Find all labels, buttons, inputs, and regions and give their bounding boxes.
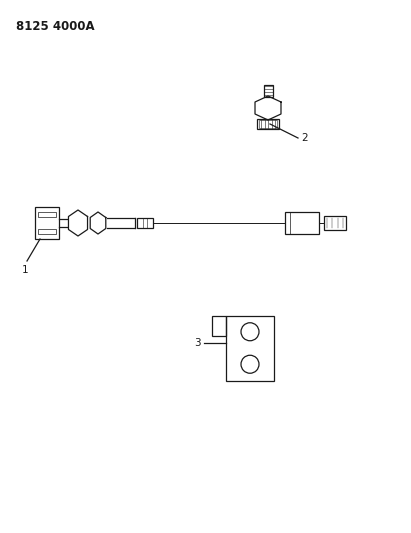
Text: 1: 1 <box>22 265 28 275</box>
Bar <box>263 85 272 97</box>
Bar <box>35 207 59 239</box>
Bar <box>137 218 153 228</box>
Bar <box>38 229 56 234</box>
Bar <box>259 120 277 128</box>
Bar <box>38 212 56 217</box>
Text: 3: 3 <box>194 338 201 348</box>
Text: 8125 4000A: 8125 4000A <box>16 20 95 33</box>
Bar <box>226 316 274 381</box>
Bar <box>285 212 319 234</box>
Bar <box>257 119 279 129</box>
Text: 2: 2 <box>301 133 307 143</box>
Bar <box>212 316 226 335</box>
Bar <box>324 216 346 230</box>
